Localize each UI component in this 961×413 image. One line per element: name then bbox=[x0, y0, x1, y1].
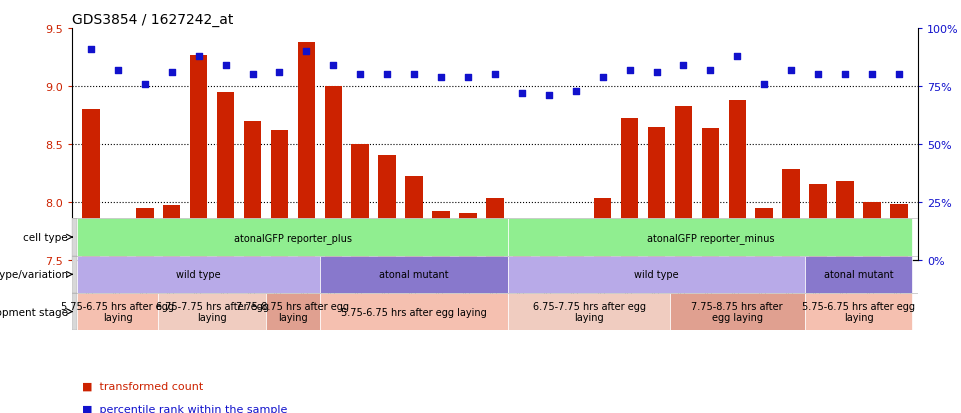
Bar bbox=[72, 256, 78, 293]
Point bbox=[514, 90, 530, 97]
Bar bbox=[670, 293, 804, 330]
Bar bbox=[755, 208, 773, 260]
Point bbox=[326, 63, 341, 69]
Bar bbox=[621, 119, 638, 260]
Point bbox=[676, 63, 691, 69]
Bar bbox=[78, 219, 508, 256]
Bar bbox=[83, 110, 100, 260]
Text: ■  percentile rank within the sample: ■ percentile rank within the sample bbox=[82, 404, 287, 413]
Bar bbox=[72, 293, 78, 330]
Point bbox=[111, 67, 126, 74]
Bar bbox=[136, 208, 154, 260]
Text: atonal mutant: atonal mutant bbox=[824, 270, 894, 280]
Bar bbox=[702, 128, 719, 260]
Text: wild type: wild type bbox=[634, 270, 678, 280]
Point bbox=[783, 67, 799, 74]
Point bbox=[353, 72, 368, 78]
Point bbox=[272, 69, 287, 76]
Bar bbox=[508, 256, 804, 293]
Text: atonal mutant: atonal mutant bbox=[380, 270, 449, 280]
Bar bbox=[72, 219, 78, 256]
Bar bbox=[486, 199, 504, 260]
Bar bbox=[217, 93, 234, 260]
Point bbox=[164, 69, 180, 76]
Bar bbox=[508, 293, 670, 330]
Point bbox=[407, 72, 422, 78]
Point bbox=[299, 49, 314, 55]
Bar bbox=[190, 55, 208, 260]
Point bbox=[568, 88, 583, 95]
Bar bbox=[508, 219, 912, 256]
Bar bbox=[320, 256, 508, 293]
Text: cell type: cell type bbox=[23, 233, 68, 242]
Point bbox=[380, 72, 395, 78]
Bar bbox=[594, 199, 611, 260]
Bar bbox=[406, 177, 423, 260]
Text: 5.75-6.75 hrs after egg laying: 5.75-6.75 hrs after egg laying bbox=[341, 307, 487, 317]
Text: wild type: wild type bbox=[177, 270, 221, 280]
Point bbox=[460, 74, 476, 81]
Text: ■  transformed count: ■ transformed count bbox=[82, 381, 203, 391]
Bar bbox=[804, 293, 912, 330]
Bar bbox=[804, 256, 912, 293]
Bar bbox=[78, 256, 320, 293]
Bar bbox=[78, 293, 159, 330]
Point bbox=[137, 81, 153, 88]
Point bbox=[218, 63, 234, 69]
Bar bbox=[513, 243, 530, 260]
Text: atonalGFP reporter_minus: atonalGFP reporter_minus bbox=[647, 232, 775, 243]
Point bbox=[84, 46, 99, 53]
Point bbox=[191, 53, 207, 60]
Text: GDS3854 / 1627242_at: GDS3854 / 1627242_at bbox=[72, 12, 234, 26]
Bar bbox=[540, 252, 557, 260]
Bar bbox=[298, 43, 315, 260]
Bar bbox=[648, 127, 665, 260]
Text: development stage: development stage bbox=[0, 307, 68, 317]
Bar bbox=[863, 202, 880, 260]
Bar bbox=[163, 206, 181, 260]
Point bbox=[891, 72, 906, 78]
Bar bbox=[728, 101, 746, 260]
Text: 5.75-6.75 hrs after egg
laying: 5.75-6.75 hrs after egg laying bbox=[802, 301, 915, 323]
Point bbox=[433, 74, 449, 81]
Point bbox=[622, 67, 637, 74]
Point bbox=[729, 53, 745, 60]
Bar bbox=[379, 156, 396, 260]
Bar bbox=[459, 214, 477, 260]
Text: atonalGFP reporter_plus: atonalGFP reporter_plus bbox=[234, 232, 352, 243]
Bar bbox=[244, 121, 261, 260]
Text: 7.75-8.75 hrs after egg
laying: 7.75-8.75 hrs after egg laying bbox=[236, 301, 350, 323]
Point bbox=[837, 72, 852, 78]
Point bbox=[864, 72, 879, 78]
Point bbox=[245, 72, 260, 78]
Text: 6.75-7.75 hrs after egg
laying: 6.75-7.75 hrs after egg laying bbox=[532, 301, 646, 323]
Point bbox=[756, 81, 772, 88]
Point bbox=[487, 72, 503, 78]
Bar bbox=[325, 87, 342, 260]
Bar bbox=[352, 145, 369, 260]
Bar bbox=[836, 182, 853, 260]
Point bbox=[595, 74, 610, 81]
Bar bbox=[110, 222, 127, 260]
Bar bbox=[271, 131, 288, 260]
Point bbox=[810, 72, 825, 78]
Text: 7.75-8.75 hrs after
egg laying: 7.75-8.75 hrs after egg laying bbox=[692, 301, 783, 323]
Bar bbox=[320, 293, 508, 330]
Point bbox=[702, 67, 718, 74]
Bar bbox=[266, 293, 320, 330]
Bar bbox=[159, 293, 266, 330]
Bar bbox=[782, 170, 800, 260]
Point bbox=[649, 69, 664, 76]
Point bbox=[541, 93, 556, 99]
Text: genotype/variation: genotype/variation bbox=[0, 270, 68, 280]
Bar bbox=[432, 211, 450, 260]
Text: 6.75-7.75 hrs after egg
laying: 6.75-7.75 hrs after egg laying bbox=[156, 301, 269, 323]
Bar bbox=[567, 231, 584, 260]
Bar bbox=[675, 107, 692, 260]
Bar bbox=[809, 185, 826, 260]
Text: 5.75-6.75 hrs after egg
laying: 5.75-6.75 hrs after egg laying bbox=[62, 301, 174, 323]
Bar bbox=[890, 205, 907, 260]
